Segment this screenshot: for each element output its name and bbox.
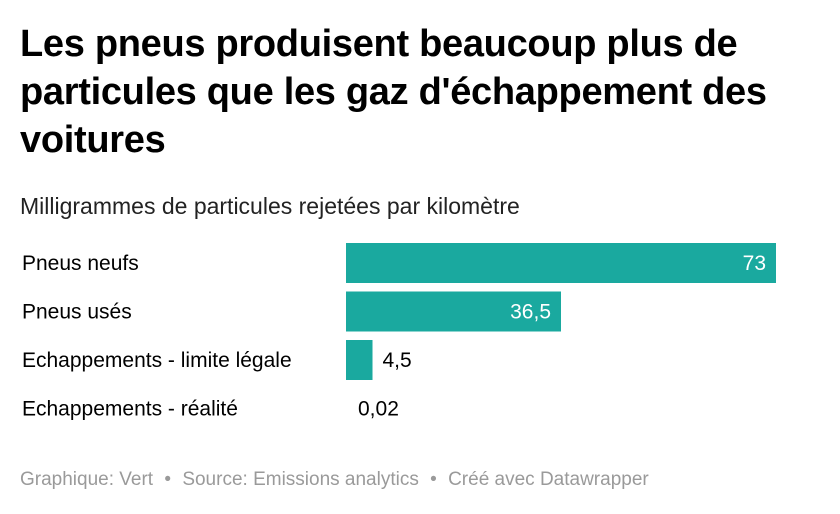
value-label: 36,5	[510, 301, 551, 324]
bar	[346, 340, 373, 380]
footer-tool-credit: Créé avec Datawrapper	[448, 469, 649, 490]
footer-graphic-credit: Graphique: Vert	[20, 469, 154, 490]
bar	[346, 291, 561, 332]
chart-footer: Graphique: Vert • Source: Emissions anal…	[20, 468, 649, 492]
footer-separator: •	[164, 469, 172, 490]
category-label: Pneus neufs	[22, 252, 139, 275]
value-label: 4,5	[383, 349, 412, 372]
chart-title: Les pneus produisent beaucoup plus de pa…	[20, 23, 767, 161]
category-label: Echappements - réalité	[22, 398, 238, 421]
footer-separator: •	[430, 469, 437, 490]
chart-subtitle: Milligrammes de particules rejetées par …	[20, 193, 520, 219]
footer-source: Source: Emissions analytics	[182, 469, 419, 490]
value-label: 0,02	[358, 398, 399, 421]
category-label: Echappements - limite légale	[22, 349, 292, 372]
category-label: Pneus usés	[22, 301, 132, 324]
value-label: 73	[743, 252, 766, 275]
bar	[346, 243, 776, 283]
